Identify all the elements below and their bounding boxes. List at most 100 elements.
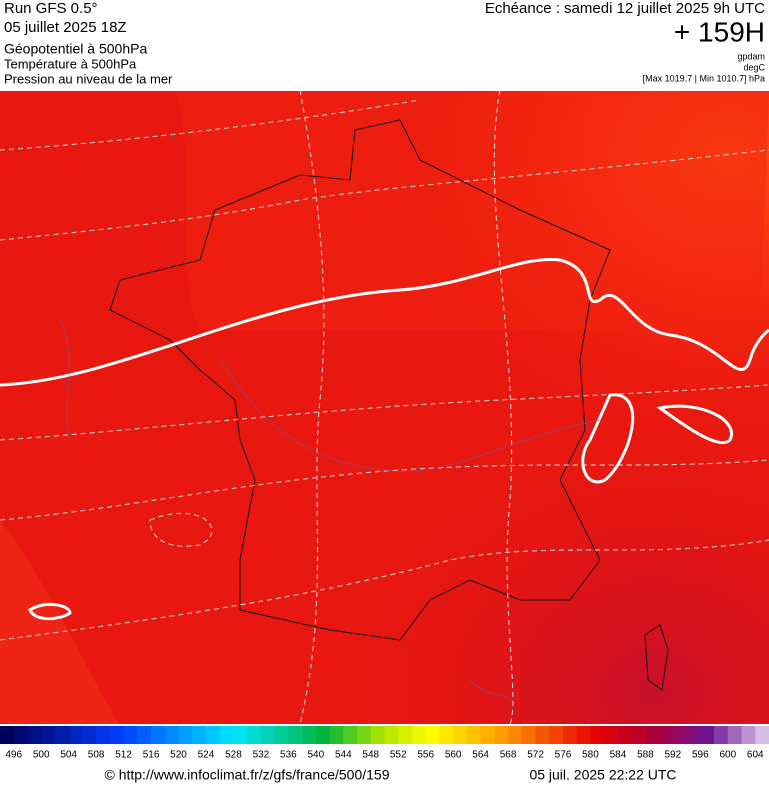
color-swatch	[274, 726, 289, 744]
color-swatch	[205, 726, 221, 744]
colorbar-label: 572	[527, 750, 544, 761]
color-swatch	[755, 726, 769, 744]
colorbar-label: 580	[582, 750, 599, 761]
color-swatch	[563, 726, 578, 744]
color-swatch	[645, 726, 660, 744]
colorbar-label: 500	[33, 750, 50, 761]
colorbar-label: 564	[472, 750, 489, 761]
run-date: 05 juillet 2025 18Z	[4, 19, 127, 36]
colorbar-label: 528	[225, 750, 242, 761]
color-swatch	[41, 726, 56, 744]
unit: gpdam	[737, 51, 765, 61]
colorbar	[0, 726, 769, 744]
color-swatch	[398, 726, 413, 744]
color-swatch	[109, 726, 125, 744]
colorbar-label: 540	[307, 750, 324, 761]
timestamp: 05 juil. 2025 22:22 UTC	[529, 767, 676, 783]
colorbar-label: 508	[88, 750, 105, 761]
color-swatch	[54, 726, 70, 744]
color-swatch	[549, 726, 564, 744]
color-swatch	[425, 726, 440, 744]
temperature-isolines	[0, 89, 769, 725]
map	[0, 89, 769, 725]
run-label: Run GFS 0.5°	[4, 0, 98, 17]
map-title: Géopotentiel à 500hPa	[4, 41, 147, 57]
color-swatch	[672, 726, 688, 744]
color-swatch	[604, 726, 619, 744]
color-swatch	[741, 726, 756, 744]
color-swatch	[686, 726, 701, 744]
colorbar-label: 536	[280, 750, 297, 761]
color-swatch	[659, 726, 674, 744]
subtitle: Température à 500hPa	[4, 56, 137, 71]
color-swatch	[233, 726, 248, 744]
color-swatch	[411, 726, 427, 744]
colorbar-label: 584	[610, 750, 627, 761]
colorbar-label: 596	[692, 750, 709, 761]
color-swatch	[0, 726, 15, 744]
colorbar-label: 576	[555, 750, 572, 761]
colorbar-label: 604	[747, 750, 764, 761]
color-swatch	[68, 726, 83, 744]
colorbar-labels: 496 500 504 508 512 516 520 524 528 532 536 540 544 5…	[5, 750, 764, 761]
pressure-range: [Max 1019.7 | Min 1010.7] hPa	[643, 73, 765, 83]
color-swatch	[714, 726, 729, 744]
map-shade	[0, 520, 120, 724]
color-swatch	[13, 726, 28, 744]
colorbar-label: 552	[390, 750, 407, 761]
unit: degC	[743, 62, 765, 72]
color-swatch	[27, 726, 42, 744]
color-swatch	[192, 726, 207, 744]
colorbar-label: 592	[665, 750, 682, 761]
subtitle: Pression au niveau de la mer	[4, 71, 173, 86]
colorbar-label: 504	[60, 750, 77, 761]
color-swatch	[329, 726, 344, 744]
map-shade	[175, 91, 769, 330]
color-swatch	[151, 726, 166, 744]
color-swatch	[617, 726, 633, 744]
colorbar-label: 524	[198, 750, 215, 761]
color-swatch	[302, 726, 317, 744]
coastline	[109, 119, 611, 641]
colorbar-label: 600	[719, 750, 736, 761]
color-swatch	[494, 726, 509, 744]
color-swatch	[96, 726, 111, 744]
echeance: Echéance : samedi 12 juillet 2025 9h UTC	[485, 0, 765, 17]
colorbar-label: 556	[417, 750, 434, 761]
colorbar-label: 496	[5, 750, 22, 761]
color-swatch	[357, 726, 372, 744]
color-swatch	[508, 726, 523, 744]
color-swatch	[453, 726, 468, 744]
isoline-closed	[28, 602, 72, 621]
color-swatch	[260, 726, 276, 744]
pressure-isolines	[59, 319, 601, 701]
colorbar-label: 568	[500, 750, 517, 761]
color-swatch	[384, 726, 399, 744]
color-swatch	[700, 726, 715, 744]
source-url: © http://www.infoclimat.fr/z/gfs/france/…	[105, 767, 390, 783]
color-swatch	[82, 726, 97, 744]
color-swatch	[727, 726, 743, 744]
color-swatch	[480, 726, 495, 744]
color-swatch	[288, 726, 303, 744]
horizon: + 159H	[674, 16, 765, 47]
colorbar-label: 516	[143, 750, 160, 761]
color-swatch	[590, 726, 605, 744]
color-swatch	[576, 726, 591, 744]
colorbar-label: 560	[445, 750, 462, 761]
color-swatch	[123, 726, 138, 744]
color-swatch	[137, 726, 152, 744]
color-swatch	[315, 726, 331, 744]
color-swatch	[535, 726, 550, 744]
isoline-main	[0, 257, 769, 387]
colorbar-label: 520	[170, 750, 187, 761]
color-swatch	[343, 726, 358, 744]
corsica	[644, 624, 669, 691]
color-swatch	[247, 726, 262, 744]
isoline-closed	[656, 404, 734, 445]
colorbar-label: 512	[115, 750, 132, 761]
color-swatch	[178, 726, 193, 744]
color-swatch	[219, 726, 234, 744]
